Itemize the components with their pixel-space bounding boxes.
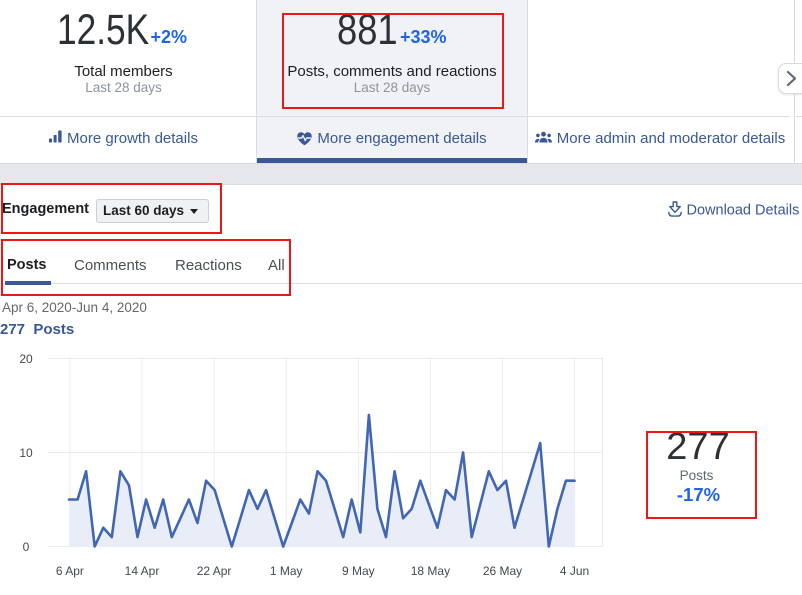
svg-text:20: 20 — [19, 352, 33, 366]
svg-text:4 Jun: 4 Jun — [560, 564, 589, 578]
svg-text:18 May: 18 May — [411, 564, 450, 578]
svg-text:26 May: 26 May — [483, 564, 522, 578]
svg-text:6 Apr: 6 Apr — [56, 564, 84, 578]
svg-text:14 Apr: 14 Apr — [125, 564, 160, 578]
svg-text:22 Apr: 22 Apr — [197, 564, 232, 578]
svg-text:1 May: 1 May — [270, 564, 303, 578]
svg-text:0: 0 — [23, 540, 30, 554]
svg-text:9 May: 9 May — [342, 564, 375, 578]
svg-text:10: 10 — [19, 446, 33, 460]
